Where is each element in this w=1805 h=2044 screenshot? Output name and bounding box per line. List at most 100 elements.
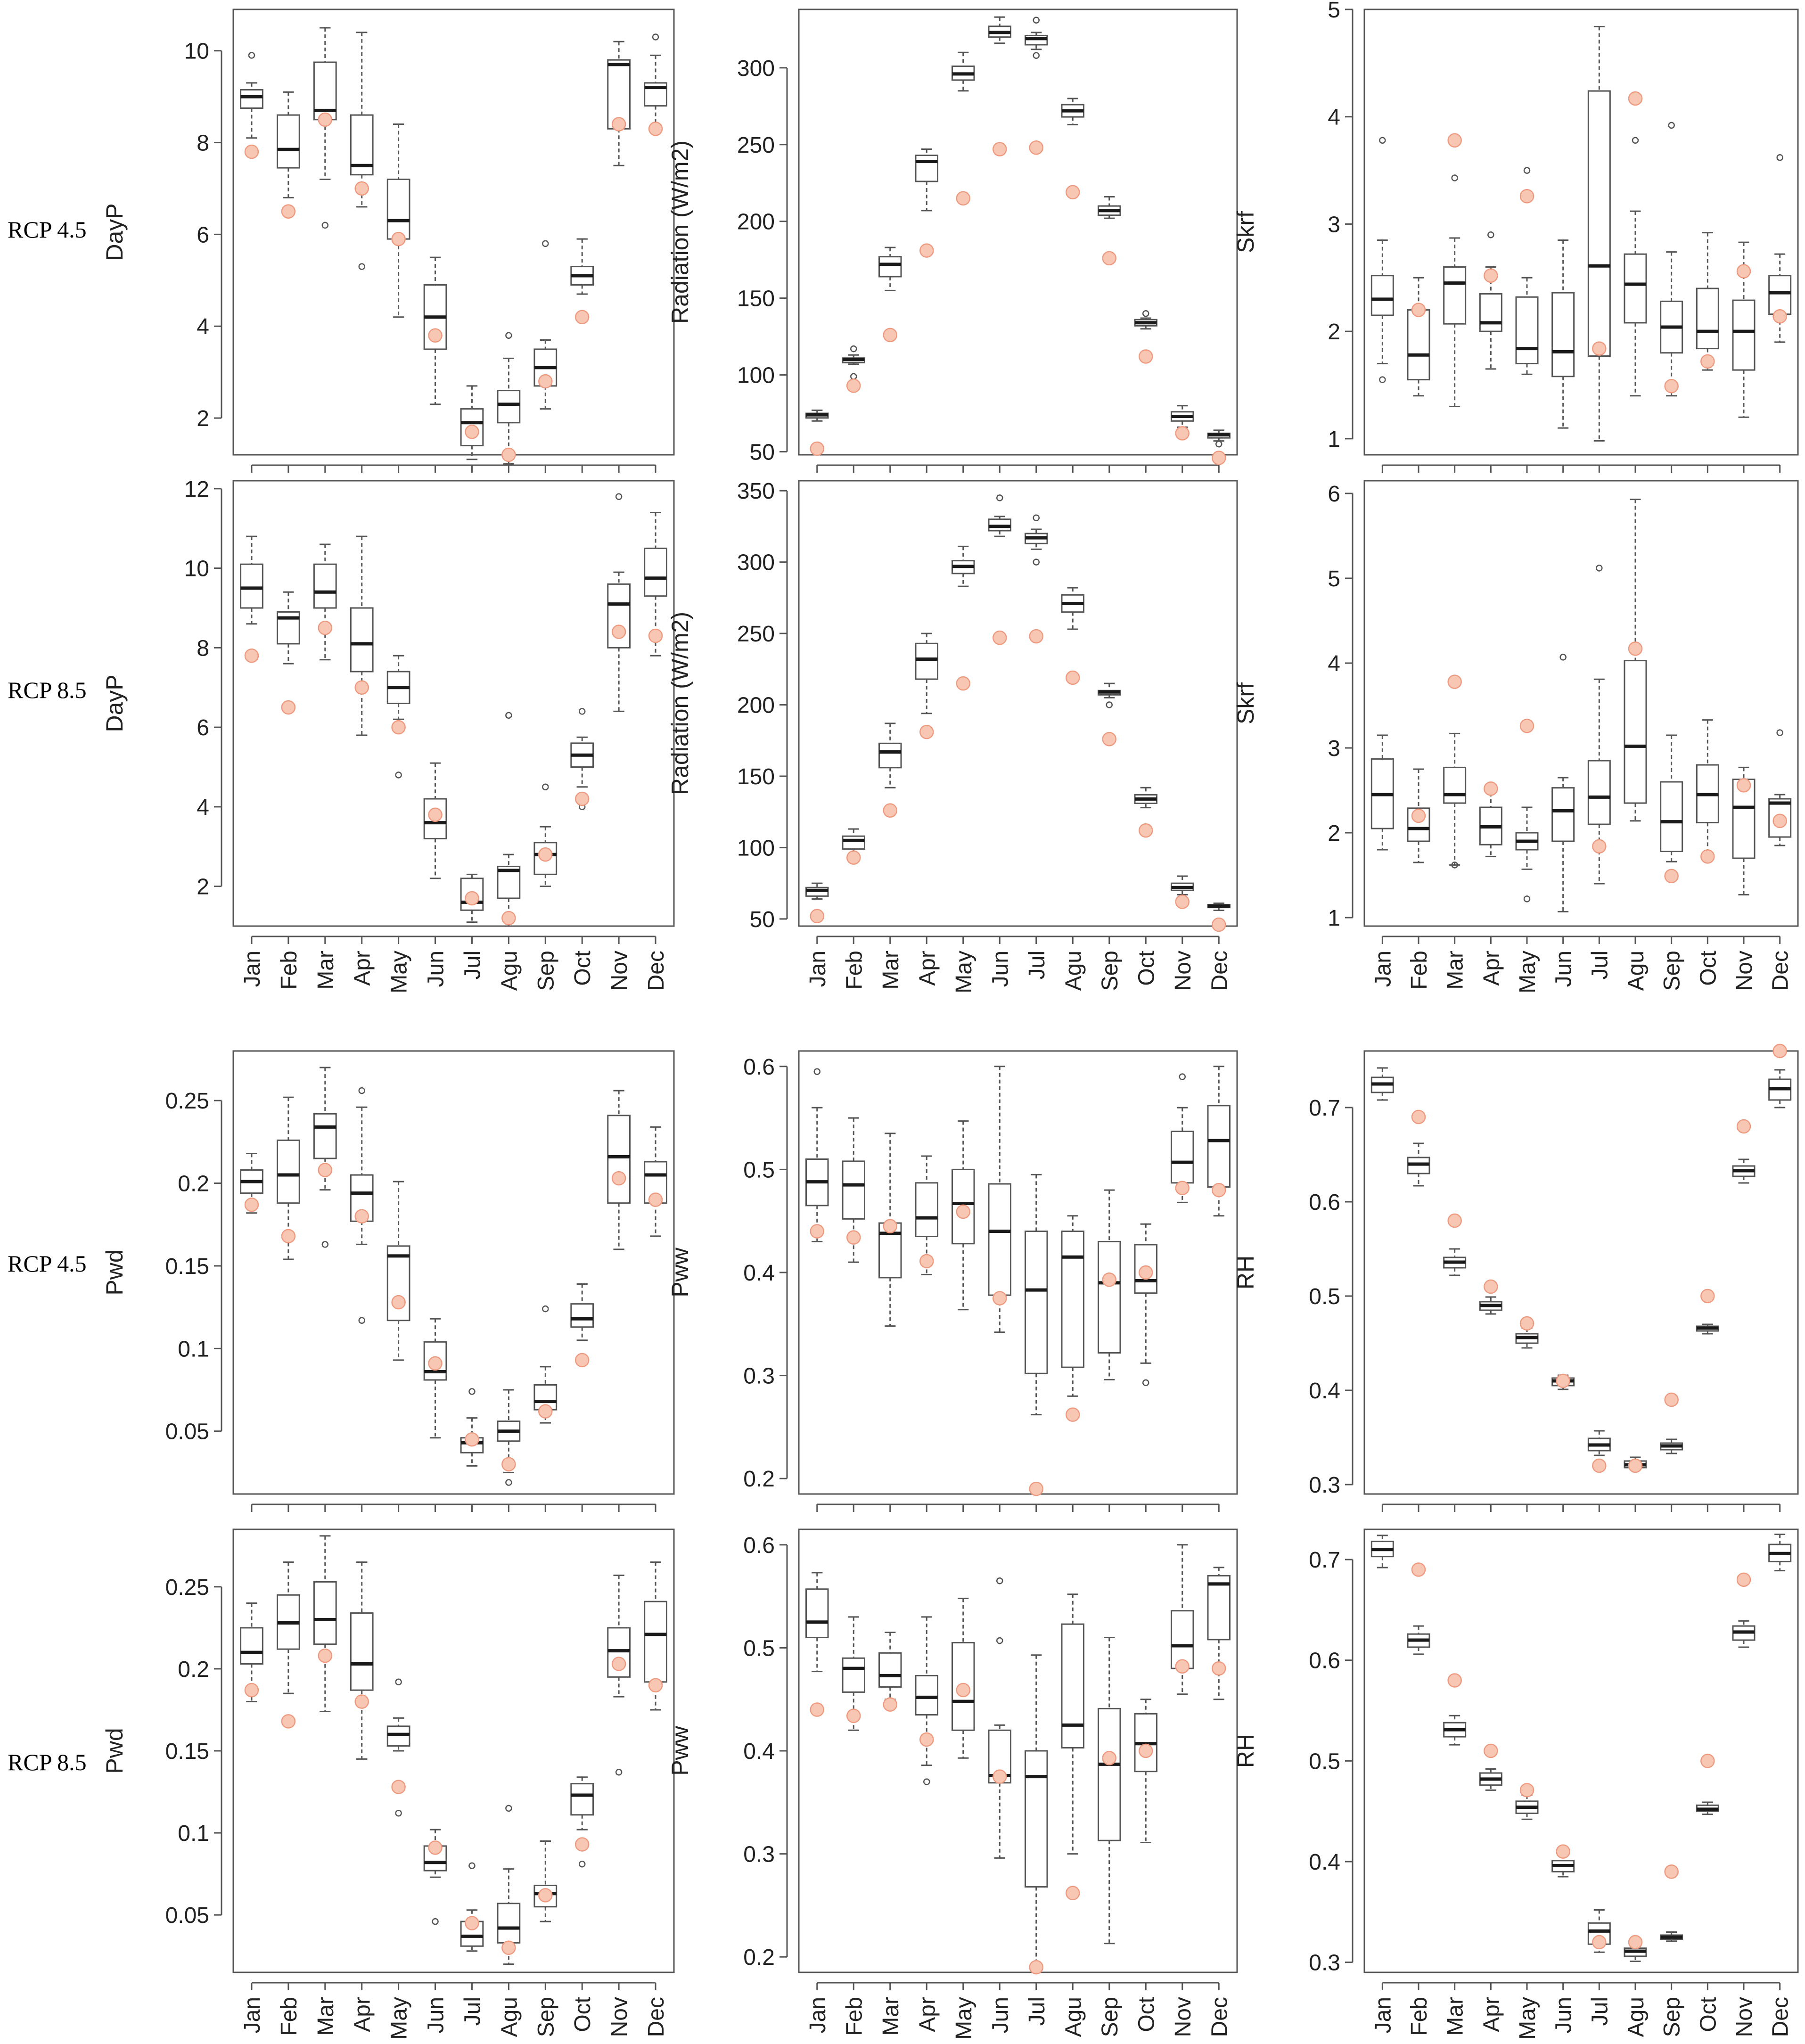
outlier-point bbox=[1033, 514, 1040, 521]
observed-point bbox=[1628, 641, 1643, 656]
outlier-point bbox=[1179, 1073, 1186, 1080]
box-jan bbox=[240, 1602, 263, 1703]
observed-point bbox=[538, 1888, 553, 1903]
iqr-box bbox=[386, 178, 410, 240]
y-tick-label: 3 bbox=[1328, 736, 1340, 761]
observed-point bbox=[1447, 674, 1462, 689]
x-tick-label-agu: Agu bbox=[497, 951, 522, 991]
outlier-point bbox=[505, 712, 512, 719]
observed-point bbox=[1484, 1743, 1498, 1758]
outlier-point bbox=[1033, 558, 1040, 566]
box-feb bbox=[1407, 768, 1430, 863]
observed-point bbox=[465, 425, 479, 439]
observed-point bbox=[391, 1780, 406, 1794]
observed-point bbox=[846, 850, 861, 865]
outlier-point bbox=[542, 1305, 549, 1313]
iqr-box bbox=[1515, 296, 1539, 364]
box-mar bbox=[313, 1067, 337, 1248]
row-label-3: RCP 4.5 bbox=[8, 1250, 87, 1277]
outlier-point bbox=[615, 1769, 623, 1776]
observed-point bbox=[1102, 1751, 1116, 1765]
box-apr bbox=[915, 632, 938, 714]
box-mar bbox=[878, 246, 902, 291]
observed-point bbox=[1139, 1743, 1153, 1758]
y-tick-label: 300 bbox=[737, 56, 775, 81]
row-label-4: RCP 8.5 bbox=[8, 1749, 87, 1775]
iqr-box bbox=[915, 1182, 938, 1237]
box-feb bbox=[842, 1117, 865, 1263]
observed-point bbox=[956, 1683, 970, 1698]
box-jan bbox=[1370, 734, 1394, 851]
observed-point bbox=[1664, 869, 1679, 884]
iqr-box bbox=[313, 563, 337, 609]
box-jul bbox=[1025, 1654, 1048, 1968]
outlier-point bbox=[395, 1678, 402, 1686]
observed-point bbox=[354, 1209, 369, 1223]
outlier-point bbox=[1451, 174, 1458, 181]
box-apr bbox=[350, 32, 374, 270]
observed-point bbox=[281, 204, 296, 219]
box-agu bbox=[497, 712, 521, 927]
chart-7: 0.05 0.1 0.15 0.2 0.25 Pwd bbox=[101, 1050, 675, 1512]
box-jul bbox=[1587, 1430, 1611, 1456]
x-tick-label-jun: Jun bbox=[988, 1997, 1013, 2033]
box-dec bbox=[644, 1126, 667, 1237]
box-sep bbox=[1098, 1637, 1121, 1945]
box-mar bbox=[1443, 1715, 1467, 1746]
iqr-box bbox=[277, 1139, 300, 1204]
x-tick-label-dec: Dec bbox=[644, 1997, 669, 2037]
x-tick-label-dec: Dec bbox=[1207, 1997, 1232, 2037]
outlier-point bbox=[505, 1479, 512, 1486]
outlier-point bbox=[321, 222, 329, 229]
y-tick-label: 0.05 bbox=[165, 1420, 209, 1445]
outlier-point bbox=[358, 1317, 365, 1324]
observed-point bbox=[1411, 1562, 1426, 1577]
observed-point bbox=[1066, 1886, 1080, 1900]
observed-point bbox=[810, 1702, 824, 1717]
observed-point bbox=[1447, 1213, 1462, 1228]
y-tick-label: 0.6 bbox=[1309, 1190, 1340, 1215]
observed-point bbox=[919, 1732, 934, 1747]
x-tick-label-feb: Feb bbox=[842, 951, 867, 990]
x-tick-label-jan: Jan bbox=[1370, 951, 1395, 987]
box-jan bbox=[1370, 1535, 1394, 1568]
x-tick-label-agu: Agu bbox=[1624, 1997, 1649, 2037]
x-tick-label-dec: Dec bbox=[644, 951, 669, 991]
box-sep bbox=[1098, 682, 1121, 708]
observed-point bbox=[810, 1224, 824, 1239]
box-sep bbox=[533, 783, 558, 887]
box-may bbox=[386, 123, 410, 318]
y-tick-label: 0.5 bbox=[743, 1157, 775, 1182]
box-apr bbox=[350, 1561, 374, 1760]
y-tick-label: 4 bbox=[197, 314, 209, 339]
iqr-box bbox=[842, 1657, 865, 1693]
observed-point bbox=[244, 1197, 259, 1212]
box-nov bbox=[1171, 875, 1194, 895]
y-tick-label: 6 bbox=[197, 222, 209, 247]
observed-point bbox=[846, 1230, 861, 1245]
y-tick-label: 0.2 bbox=[743, 1945, 775, 1970]
iqr-box bbox=[1207, 1105, 1231, 1188]
box-sep bbox=[533, 1840, 558, 1922]
x-tick-label-sep: Sep bbox=[1098, 951, 1123, 991]
outlier-point bbox=[996, 1637, 1003, 1644]
iqr-box bbox=[497, 390, 521, 424]
observed-point bbox=[1519, 1783, 1534, 1798]
iqr-box bbox=[878, 742, 902, 769]
iqr-box bbox=[1696, 287, 1719, 350]
box-jul bbox=[460, 1862, 484, 1952]
iqr-box bbox=[1443, 766, 1467, 804]
iqr-box bbox=[1587, 90, 1611, 357]
plot-frame bbox=[798, 1528, 1238, 1973]
iqr-box bbox=[644, 547, 667, 597]
outlier-point bbox=[1379, 137, 1386, 144]
observed-point bbox=[1700, 1754, 1715, 1768]
observed-point bbox=[1029, 629, 1043, 644]
y-tick-label: 1 bbox=[1328, 906, 1340, 931]
box-feb bbox=[277, 1561, 300, 1694]
observed-point bbox=[1772, 813, 1787, 829]
box-agu bbox=[497, 1389, 521, 1486]
observed-point bbox=[1736, 1572, 1751, 1587]
outlier-point bbox=[1379, 376, 1386, 383]
